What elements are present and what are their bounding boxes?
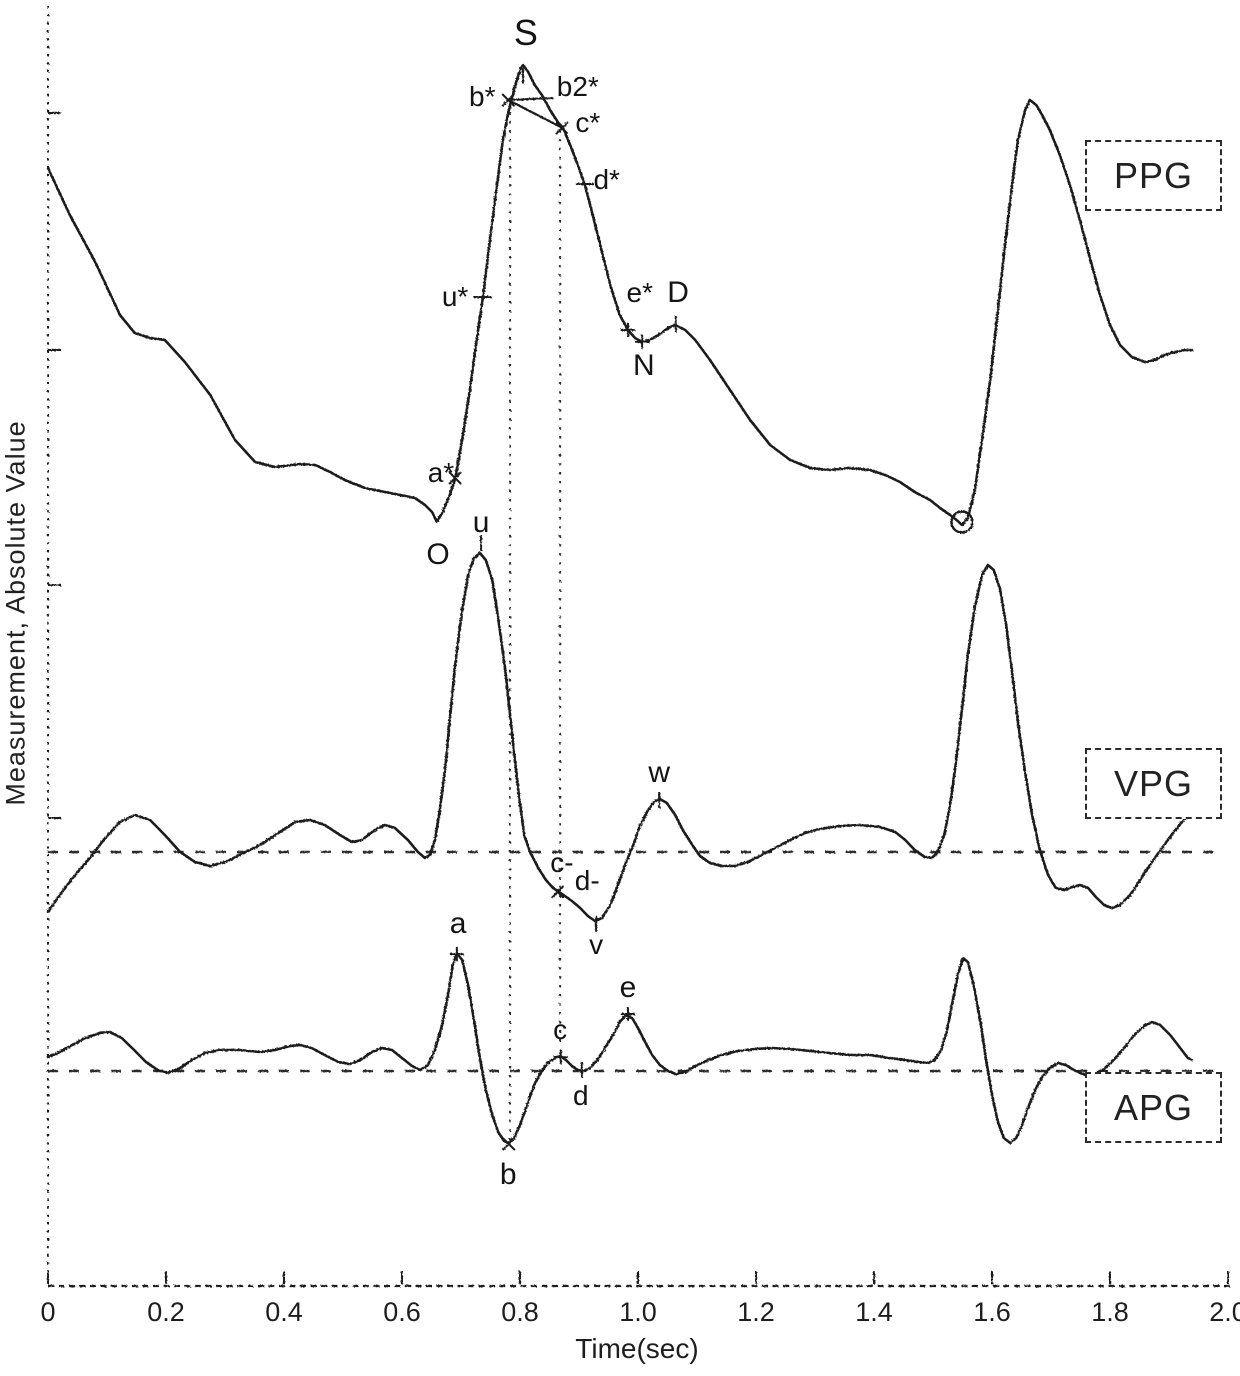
annotation-v: v <box>589 929 604 960</box>
vpg-label: VPG <box>1113 762 1194 804</box>
construction-segment-1 <box>508 96 554 102</box>
marker-x-12 <box>551 885 565 899</box>
x-tick-label-0: 0 <box>40 1297 56 1327</box>
annotation-estar: e* <box>626 277 653 308</box>
vpg-curve <box>46 551 1194 923</box>
annotation-dminus: d- <box>574 865 600 896</box>
x-tick-label-1.2: 1.2 <box>737 1297 775 1327</box>
annotation-D: D <box>667 276 689 309</box>
annotation-b2star: b2* <box>556 71 599 102</box>
x-tick-label-0.8: 0.8 <box>501 1297 539 1327</box>
apg-curve <box>46 951 1194 1145</box>
apg-label: APG <box>1113 1086 1194 1128</box>
o-point-marker <box>950 510 974 534</box>
y-axis-label: Measurement, Absolute Value <box>0 420 31 806</box>
annotation-b: b <box>499 1158 517 1191</box>
annotation-dstar: d* <box>593 164 620 195</box>
ppg-signal-label-box: PPG <box>1085 140 1222 211</box>
x-tick-label-1.4: 1.4 <box>855 1297 893 1327</box>
annotation-S: S <box>513 12 538 53</box>
annotation-cminus: c- <box>550 847 574 878</box>
x-tick-label-0.6: 0.6 <box>383 1297 421 1327</box>
annotation-e: e <box>619 971 637 1004</box>
annotation-d: d <box>572 1080 589 1111</box>
x-tick-label-1.6: 1.6 <box>973 1297 1011 1327</box>
x-tick-label-0.2: 0.2 <box>147 1297 185 1327</box>
x-tick-label-0.4: 0.4 <box>265 1297 303 1327</box>
ppg-label: PPG <box>1113 154 1194 196</box>
annotation-ustar: u* <box>441 281 469 312</box>
ppg-curve <box>46 63 1194 527</box>
vpg-signal-label-box: VPG <box>1085 748 1222 819</box>
annotation-O: O <box>426 538 450 571</box>
x-tick-label-1.8: 1.8 <box>1091 1297 1129 1327</box>
marker-x-2 <box>555 121 569 135</box>
annotation-w: w <box>648 756 671 789</box>
annotation-bstar: b* <box>469 81 496 112</box>
annotation-a: a <box>449 907 467 940</box>
marker-x-1 <box>501 93 515 107</box>
x-tick-label-1.0: 1.0 <box>619 1297 657 1327</box>
annotation-cstar: c* <box>575 107 601 138</box>
x-axis-label: Time(sec) <box>575 1333 699 1364</box>
annotation-u: u <box>472 506 490 539</box>
annotation-c: c <box>553 1014 568 1045</box>
construction-segment-2 <box>507 99 562 128</box>
annotation-astar: a* <box>427 457 455 488</box>
annotation-N: N <box>633 349 655 382</box>
x-tick-label-2.0: 2.0 <box>1209 1297 1240 1327</box>
marker-x-15 <box>502 1137 516 1151</box>
marker-x-5 <box>448 471 462 485</box>
apg-signal-label-box: APG <box>1085 1072 1222 1143</box>
